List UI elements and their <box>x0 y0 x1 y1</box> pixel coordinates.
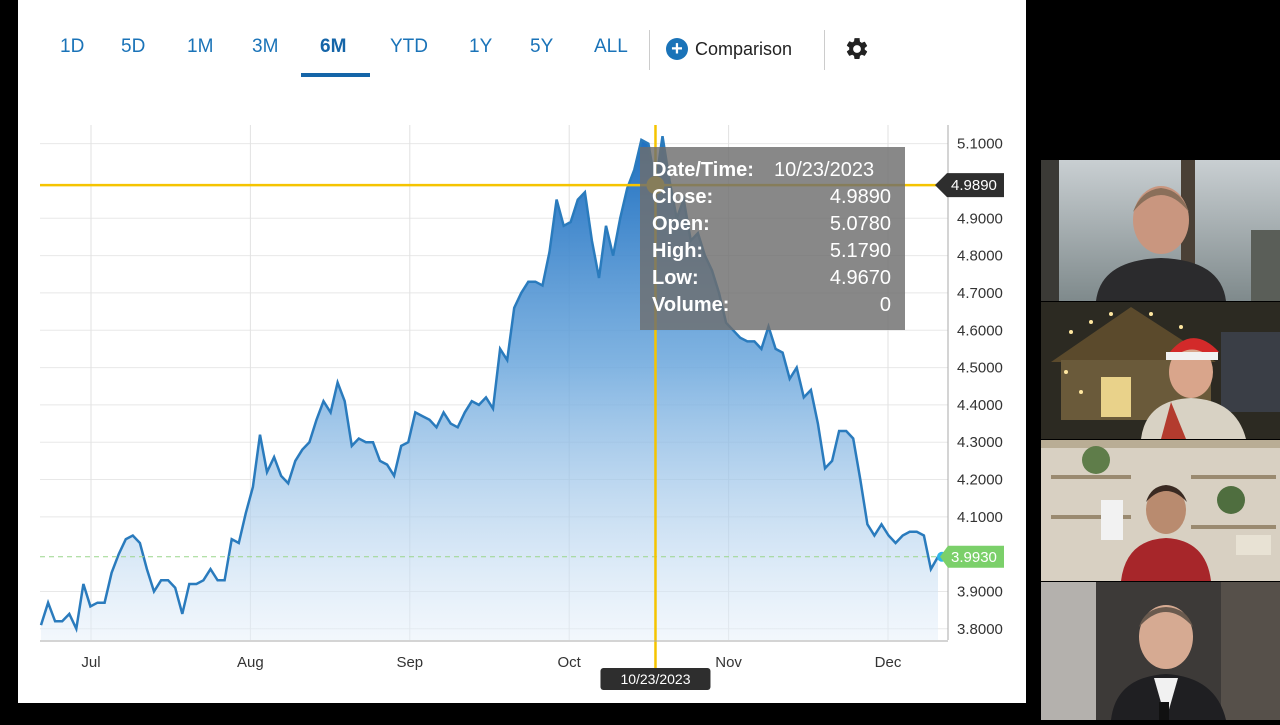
participant-2-image <box>1041 302 1280 439</box>
tab-1y[interactable]: 1Y <box>469 36 493 57</box>
comparison-button[interactable]: + Comparison <box>666 36 792 62</box>
y-tick-label: 5.1000 <box>957 136 1003 153</box>
tooltip-close-value: 4.9890 <box>829 186 891 208</box>
price-area <box>41 136 938 640</box>
y-tick-label: 3.8000 <box>957 621 1003 638</box>
chart-panel: 1D 5D 1M 3M 6M YTD 1Y 5Y ALL + Compariso… <box>18 0 1026 703</box>
x-tick-label: Sep <box>396 654 423 671</box>
active-tab-indicator <box>301 73 370 77</box>
tab-5y[interactable]: 5Y <box>530 36 554 57</box>
tooltip-close-row: Close: 4.9890 <box>652 186 891 212</box>
divider <box>824 30 825 70</box>
plus-circle-icon: + <box>666 38 688 60</box>
crosshair-date-text: 10/23/2023 <box>620 671 690 687</box>
tab-3m[interactable]: 3M <box>252 36 279 57</box>
tab-1d[interactable]: 1D <box>60 36 85 57</box>
tooltip-date-value: 10/23/2023 <box>774 159 875 181</box>
gear-icon <box>846 38 868 59</box>
x-axis-labels: Jul Aug Sep Oct Nov Dec <box>81 654 901 671</box>
y-tick-label: 3.9000 <box>957 583 1003 600</box>
tooltip-date-row: Date/Time: 10/23/2023 <box>652 159 891 185</box>
comparison-label: Comparison <box>695 38 793 59</box>
tooltip-open-value: 5.0780 <box>829 213 891 235</box>
price-chart[interactable]: 5.1000 4.9000 4.8000 4.7000 4.6000 4.5000 4.40… <box>18 0 1026 703</box>
x-tick-label: Nov <box>715 654 742 671</box>
x-tick-label: Oct <box>558 654 582 671</box>
tooltip-close-label: Close: <box>652 186 714 208</box>
tooltip-high-value: 5.1790 <box>829 240 891 262</box>
last-value-text: 3.9930 <box>951 549 997 566</box>
participant-video-2 <box>1041 302 1280 439</box>
divider <box>649 30 650 70</box>
tab-1m[interactable]: 1M <box>187 36 214 57</box>
tab-5d[interactable]: 5D <box>121 36 146 57</box>
tab-all[interactable]: ALL <box>594 36 628 57</box>
tooltip-low-row: Low: 4.9670 <box>652 267 891 293</box>
x-tick-label: Jul <box>81 654 100 671</box>
tooltip-open-label: Open: <box>652 213 710 235</box>
participant-4-image <box>1041 582 1280 720</box>
y-tick-label: 4.9000 <box>957 210 1003 227</box>
participant-video-1 <box>1041 160 1280 301</box>
crosshair-date-badge: 10/23/2023 <box>600 668 711 690</box>
tooltip-high-row: High: 5.1790 <box>652 240 891 266</box>
y-tick-label: 4.6000 <box>957 322 1003 339</box>
price-line <box>39 136 940 634</box>
crosshair-value-text: 4.9890 <box>951 177 997 194</box>
y-tick-label: 4.5000 <box>957 360 1003 377</box>
y-tick-label: 4.7000 <box>957 285 1003 302</box>
settings-gear-button[interactable] <box>844 36 870 62</box>
tab-6m[interactable]: 6M <box>320 36 347 57</box>
tooltip-high-label: High: <box>652 240 704 262</box>
tooltip-volume-value: 0 <box>879 294 891 316</box>
participant-video-3 <box>1041 440 1280 581</box>
y-axis-labels: 5.1000 4.9000 4.8000 4.7000 4.6000 4.5000 4.40… <box>957 136 1003 638</box>
tooltip-low-label: Low: <box>652 267 699 289</box>
x-tick-label: Dec <box>875 654 902 671</box>
participant-3-image <box>1041 440 1280 581</box>
y-tick-label: 4.1000 <box>957 509 1003 526</box>
last-value-badge: 3.9930 <box>940 545 1004 568</box>
price-tooltip: Date/Time: 10/23/2023 Close: 4.9890 Open… <box>640 147 905 330</box>
tooltip-date-label: Date/Time: <box>652 159 754 181</box>
y-tick-label: 4.2000 <box>957 472 1003 489</box>
participant-video-4 <box>1041 582 1280 720</box>
y-tick-label: 4.8000 <box>957 248 1003 265</box>
tab-ytd[interactable]: YTD <box>390 36 428 57</box>
tooltip-volume-label: Volume: <box>652 294 730 316</box>
participant-1-image <box>1041 160 1280 301</box>
tooltip-low-value: 4.9670 <box>829 267 891 289</box>
tooltip-open-row: Open: 5.0780 <box>652 213 891 239</box>
crosshair-value-badge: 4.9890 <box>935 173 1004 198</box>
tooltip-volume-row: Volume: 0 <box>652 294 891 320</box>
y-tick-label: 4.4000 <box>957 397 1003 414</box>
x-tick-label: Aug <box>237 654 264 671</box>
y-tick-label: 4.3000 <box>957 434 1003 451</box>
